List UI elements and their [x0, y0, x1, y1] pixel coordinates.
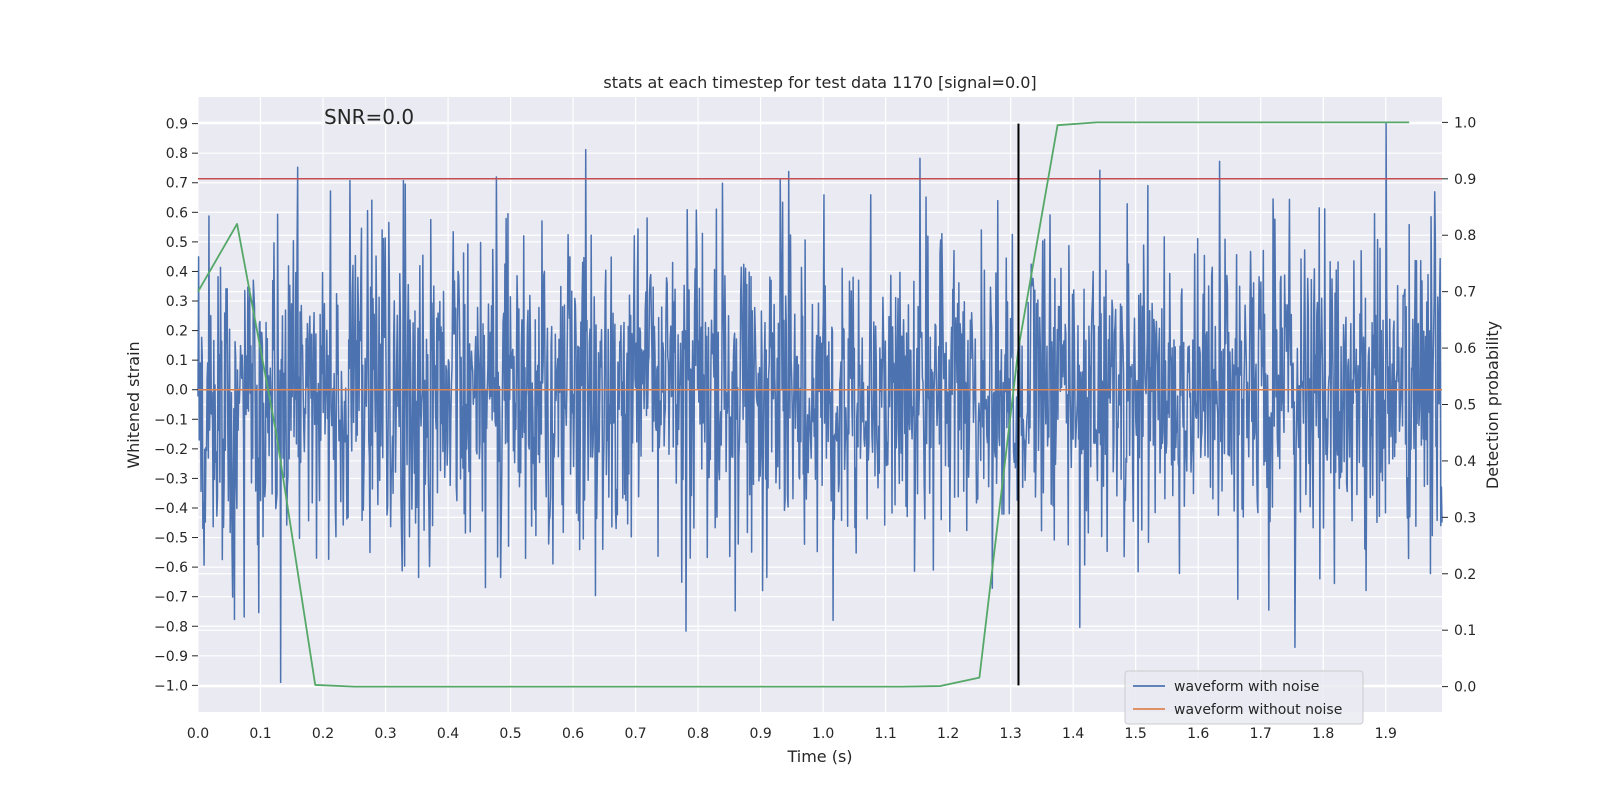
- y-right-tick-label: 0.0: [1454, 680, 1476, 696]
- x-tick-label: 1.3: [1000, 726, 1022, 742]
- x-tick-label: 1.2: [937, 726, 959, 742]
- y-left-tick-label: −1.0: [154, 678, 188, 694]
- x-tick-label: 1.9: [1375, 726, 1397, 742]
- y-left-tick-label: 0.9: [166, 117, 188, 133]
- y-right-tick-label: 0.3: [1454, 510, 1476, 526]
- x-axis-title: Time (s): [786, 747, 852, 766]
- x-tick-label: 1.4: [1062, 726, 1084, 742]
- y-left-tick-label: 0.4: [166, 264, 188, 280]
- y-right-tick-label: 0.6: [1454, 341, 1476, 357]
- x-tick-label: 1.7: [1250, 726, 1272, 742]
- x-tick-label: 0.8: [687, 726, 709, 742]
- y-left-tick-label: −0.2: [154, 442, 188, 458]
- x-tick-label: 0.2: [312, 726, 334, 742]
- x-tick-label: 1.8: [1312, 726, 1334, 742]
- y-right-tick-label: 0.9: [1454, 172, 1476, 188]
- y-right-tick-label: 0.2: [1454, 567, 1476, 583]
- x-tick-label: 1.5: [1125, 726, 1147, 742]
- y-left-tick-label: 0.3: [166, 294, 188, 310]
- y-left-tick-label: 0.6: [166, 205, 188, 221]
- x-tick-label: 1.0: [812, 726, 834, 742]
- y-left-tick-label: 0.0: [166, 383, 188, 399]
- y-right-tick-label: 0.7: [1454, 285, 1476, 301]
- y-left-axis-title: Whitened strain: [124, 341, 143, 468]
- series-line-waveform-with-noise: [197, 122, 1443, 684]
- x-tick-label: 0.3: [374, 726, 396, 742]
- y-left-tick-label: −0.5: [154, 531, 188, 547]
- y-left-tick-label: −0.9: [154, 649, 188, 665]
- x-axis-ticks: 0.0 0.1 0.2 0.3 0.4 0.5 0.6 0.7 0.8 0.9 1.0 1.1 1.2 1…: [187, 726, 1397, 742]
- series-layer: [197, 121, 1443, 688]
- y-left-tick-label: −0.4: [154, 501, 188, 517]
- y-left-tick-label: −0.1: [154, 412, 188, 428]
- legend-label-noise: waveform with noise: [1174, 679, 1319, 695]
- legend-box: [1124, 670, 1364, 725]
- y-left-axis-ticks: 0.9 0.8 0.7 0.6 0.5 0.4 0.3 0.2 0.1 0.0 −0.1 −0.2 −0…: [154, 117, 198, 694]
- x-tick-label: 0.5: [499, 726, 521, 742]
- x-tick-label: 0.4: [437, 726, 459, 742]
- x-tick-label: 0.0: [187, 726, 209, 742]
- x-tick-label: 1.1: [875, 726, 897, 742]
- y-left-tick-label: 0.2: [166, 324, 188, 340]
- y-left-tick-label: 0.7: [166, 176, 188, 192]
- y-left-tick-label: 0.8: [166, 146, 188, 162]
- y-left-tick-label: −0.3: [154, 471, 188, 487]
- y-right-tick-label: 0.4: [1454, 454, 1476, 470]
- x-tick-label: 0.1: [249, 726, 271, 742]
- legend-label-clean: waveform without noise: [1174, 702, 1342, 718]
- y-left-tick-label: 0.1: [166, 353, 188, 369]
- y-right-tick-label: 0.1: [1454, 623, 1476, 639]
- chart-title: stats at each timestep for test data 117…: [603, 73, 1036, 92]
- legend: waveform with noise waveform without noi…: [1124, 670, 1364, 725]
- y-right-tick-label: 0.8: [1454, 228, 1476, 244]
- y-right-tick-label: 0.5: [1454, 398, 1476, 414]
- y-left-tick-label: −0.8: [154, 619, 188, 635]
- y-right-axis-title: Detection probability: [1483, 321, 1502, 489]
- x-tick-label: 0.7: [624, 726, 646, 742]
- x-tick-label: 1.6: [1187, 726, 1209, 742]
- y-right-tick-label: 1.0: [1454, 115, 1476, 131]
- x-tick-label: 0.6: [562, 726, 584, 742]
- x-tick-label: 0.9: [749, 726, 771, 742]
- y-left-tick-label: −0.6: [154, 560, 188, 576]
- series-line-detection-probability: [197, 121, 1410, 688]
- y-right-axis-ticks: 1.0 0.9 0.8 0.7 0.6 0.5 0.4 0.3 0.2 0.1 0.0: [1442, 115, 1476, 696]
- snr-annotation: SNR=0.0: [324, 105, 414, 129]
- y-left-tick-label: −0.7: [154, 590, 188, 606]
- y-left-tick-label: 0.5: [166, 235, 188, 251]
